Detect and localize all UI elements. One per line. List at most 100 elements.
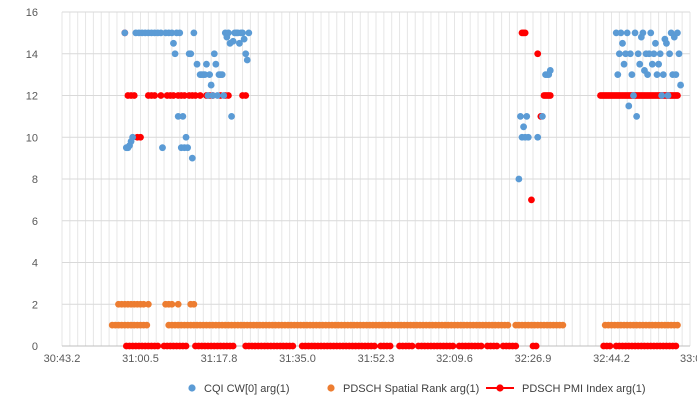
point-cqi (630, 92, 637, 99)
x-tick-label: 32:26.9 (515, 353, 552, 365)
point-cqi (184, 144, 192, 152)
point-cqi (647, 29, 655, 37)
legend-label: PDSCH Spatial Rank arg(1) (343, 383, 479, 395)
y-tick-label: 12 (26, 91, 38, 103)
point-cqi (515, 175, 523, 183)
point-pmi-index (196, 92, 204, 99)
point-cqi (225, 29, 232, 37)
point-cqi (626, 50, 634, 58)
point-cqi (652, 39, 659, 47)
y-tick-label: 0 (32, 341, 38, 353)
y-axis: 0 2 4 6 8 10 12 14 16 (26, 7, 38, 353)
y-tick-label: 14 (26, 49, 38, 61)
point-cqi (655, 60, 662, 68)
y-tick-label: 6 (32, 216, 38, 228)
point-cqi (523, 112, 531, 120)
point-pmi-index (151, 92, 159, 99)
point-pmi-index (289, 342, 297, 350)
point-cqi (176, 29, 184, 37)
point-cqi (645, 50, 653, 58)
point-pmi-index (181, 92, 188, 99)
point-cqi (639, 29, 647, 37)
x-tick-label: 32:44.2 (593, 353, 630, 365)
point-cqi (239, 29, 246, 37)
point-pmi-index (157, 92, 165, 99)
point-cqi (201, 71, 209, 79)
point-cqi (644, 71, 652, 79)
point-cqi (628, 71, 636, 79)
point-cqi (171, 50, 179, 58)
legend-marker (327, 384, 335, 392)
point-pmi-index (534, 50, 542, 58)
point-pmi-index (477, 342, 485, 350)
point-pmi-index (371, 342, 378, 350)
point-cqi (674, 29, 681, 37)
point-cqi (129, 133, 137, 141)
point-cqi (179, 112, 187, 120)
point-cqi (214, 92, 221, 99)
point-cqi (634, 50, 642, 58)
point-pmi-index (521, 29, 529, 37)
point-spatial-rank (190, 300, 198, 308)
point-cqi (182, 133, 190, 141)
point-spatial-rank (559, 321, 567, 329)
point-cqi (245, 29, 253, 37)
point-cqi (121, 29, 129, 37)
point-cqi (188, 154, 196, 162)
point-cqi (190, 29, 198, 37)
point-cqi (218, 71, 226, 79)
point-pmi-index (225, 92, 232, 99)
legend-marker (188, 384, 196, 392)
point-cqi (612, 29, 620, 37)
point-pmi-index (242, 92, 250, 99)
point-cqi (633, 112, 641, 120)
point-spatial-rank (674, 321, 681, 329)
point-spatial-rank (174, 300, 182, 308)
point-cqi (623, 29, 631, 37)
x-axis: 30:43.2 31:00.5 31:17.8 31:35.0 31:52.3 32:09… (44, 353, 697, 365)
point-cqi (659, 71, 667, 79)
point-cqi (524, 133, 532, 141)
legend-label: PDSCH PMI Index arg(1) (522, 383, 645, 395)
x-tick-label: 33:0 (680, 353, 697, 365)
point-pmi-index (493, 342, 501, 350)
point-cqi (622, 50, 630, 58)
point-pmi-index (674, 92, 681, 99)
series-spatial-rank (108, 300, 681, 329)
point-cqi (534, 133, 542, 141)
point-cqi (203, 60, 210, 68)
point-cqi (209, 92, 217, 99)
point-cqi (236, 39, 243, 47)
point-cqi (242, 50, 250, 58)
point-cqi (631, 29, 639, 37)
legend-item: CQI CW[0] arg(1) (188, 383, 290, 395)
point-cqi (240, 35, 248, 43)
point-cqi (648, 60, 656, 68)
point-pmi-index (546, 92, 554, 99)
point-cqi (206, 71, 213, 79)
point-cqi (672, 71, 680, 79)
point-spatial-rank (168, 300, 176, 308)
point-spatial-rank (144, 300, 152, 308)
point-cqi (619, 39, 626, 47)
point-cqi (658, 92, 666, 99)
point-cqi (159, 144, 166, 152)
grid (61, 11, 691, 347)
point-spatial-rank (140, 300, 148, 308)
series-layer (108, 29, 684, 350)
point-pmi-index (606, 342, 614, 350)
x-tick-label: 31:35.0 (279, 353, 316, 365)
point-pmi-index (512, 342, 520, 350)
y-tick-label: 8 (32, 174, 38, 186)
point-pmi-index (192, 92, 199, 99)
point-cqi (157, 29, 165, 37)
point-cqi (666, 50, 673, 58)
point-cqi (174, 112, 182, 120)
y-tick-label: 16 (26, 7, 38, 19)
point-pmi-index (154, 342, 162, 350)
point-cqi (212, 60, 220, 68)
point-pmi-index (182, 342, 190, 350)
point-cqi (620, 60, 628, 68)
point-cqi (517, 112, 524, 120)
point-cqi (243, 56, 251, 64)
